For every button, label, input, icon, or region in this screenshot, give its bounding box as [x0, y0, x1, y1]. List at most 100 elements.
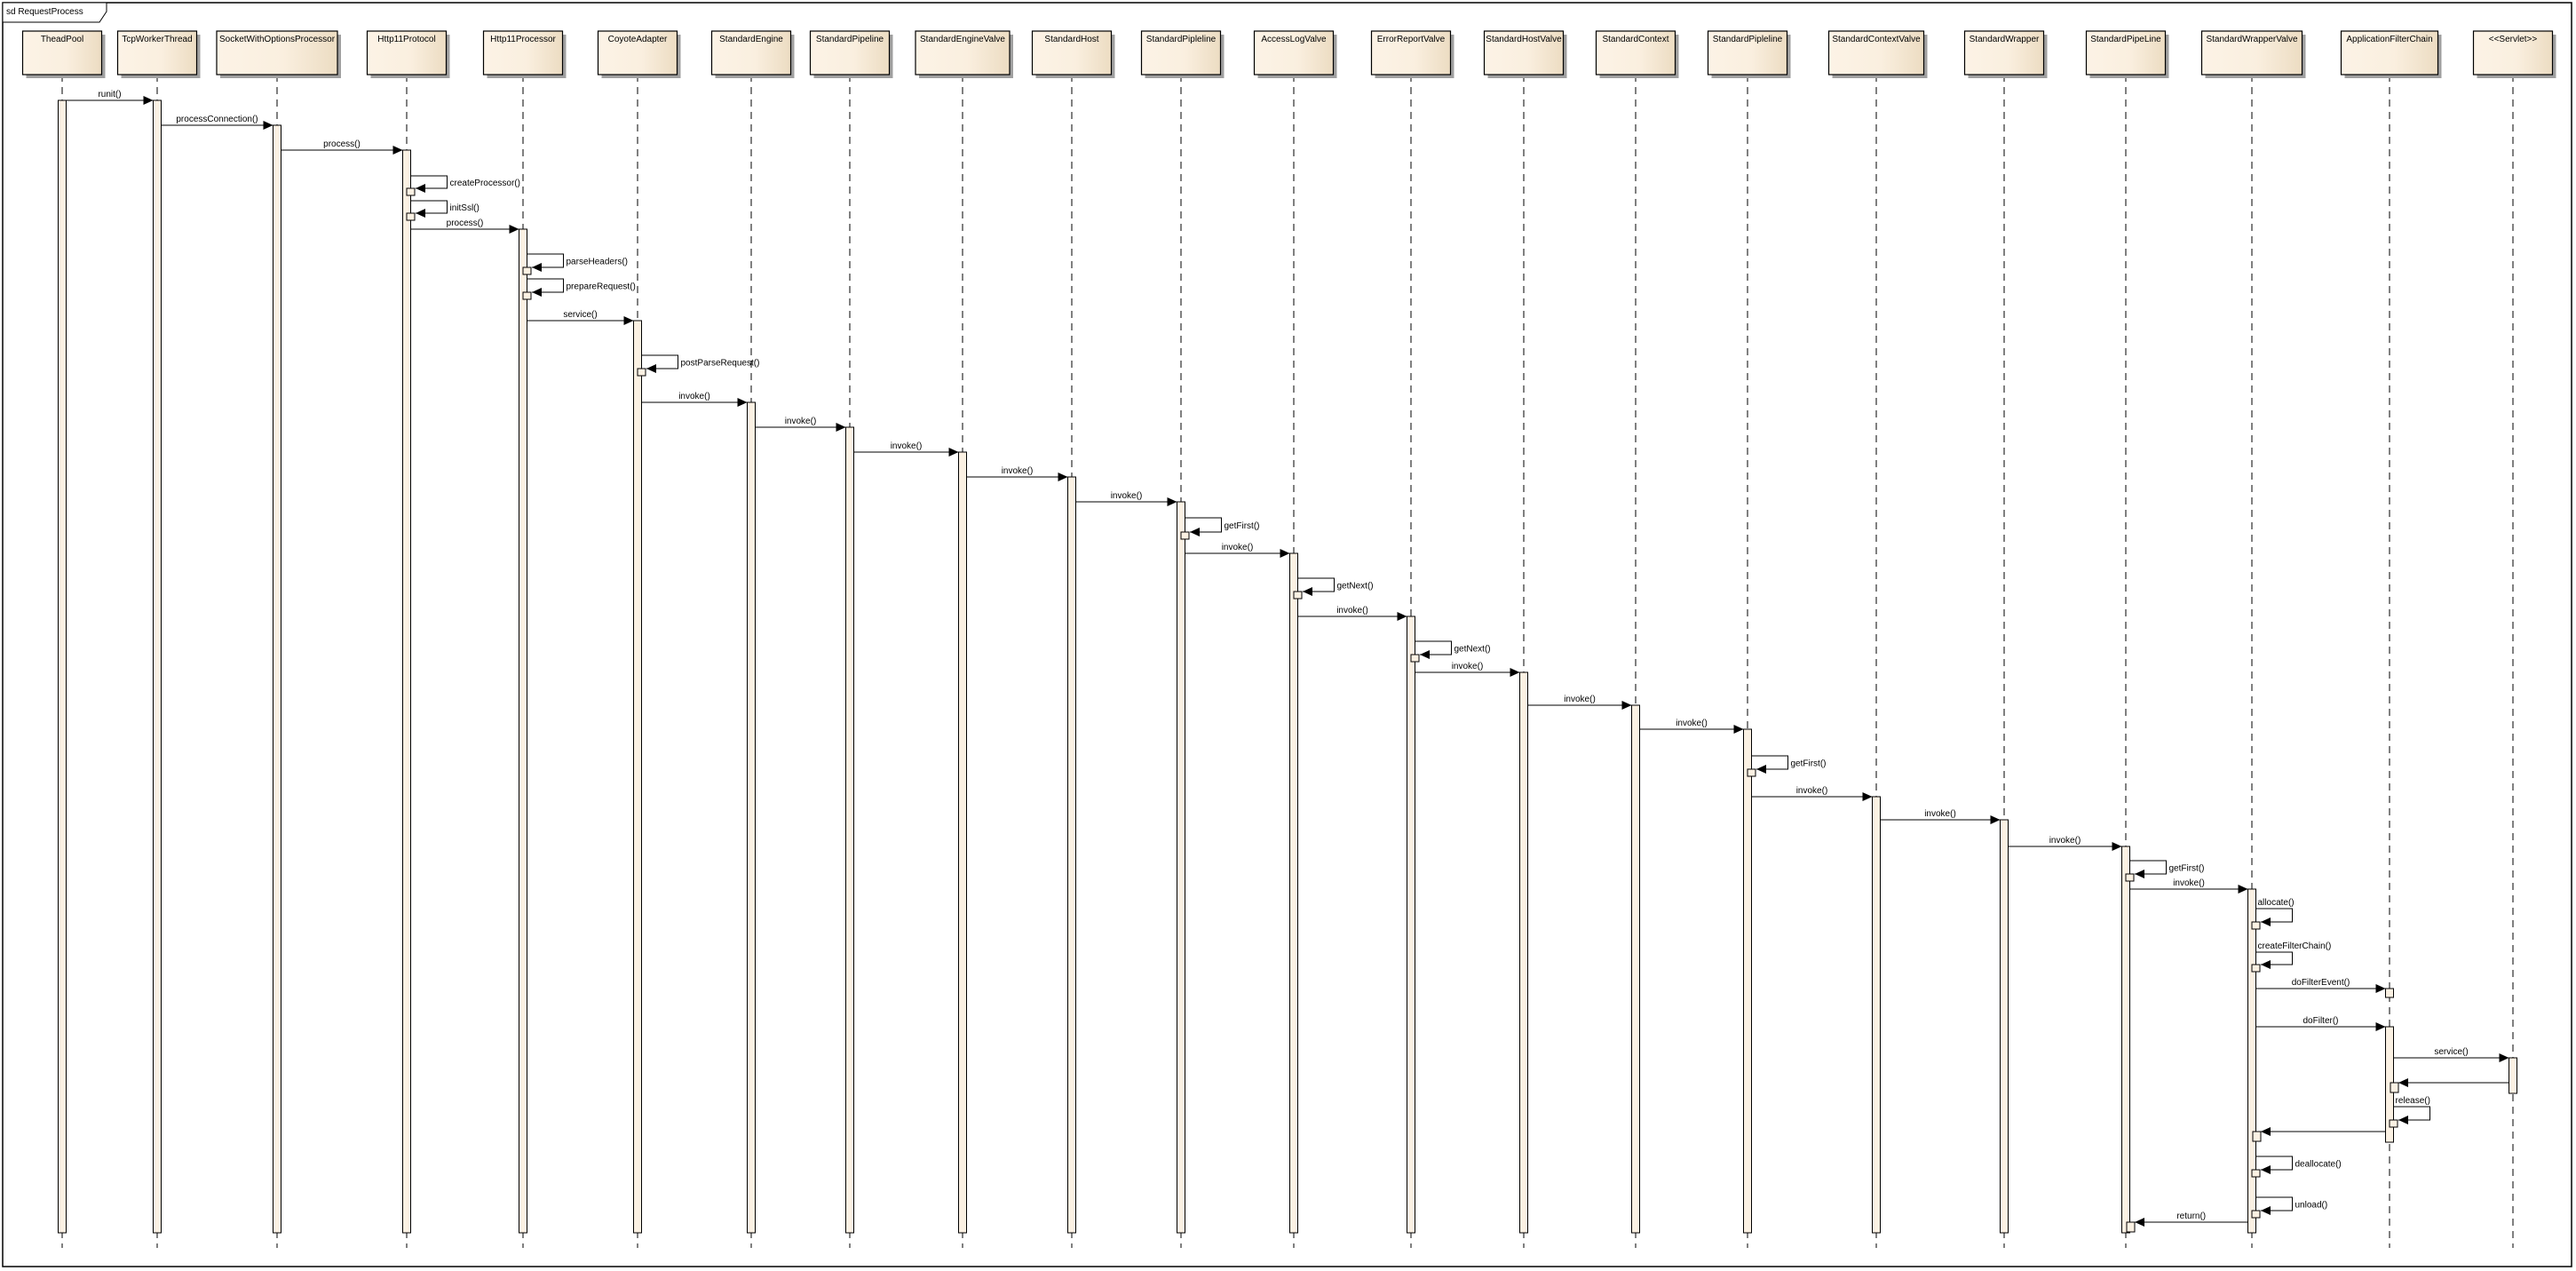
activation-bar: [1177, 501, 1185, 1234]
message-call: invoke(): [1639, 719, 1744, 734]
message-label: invoke(): [1002, 466, 1034, 476]
participant-name: <<Servlet>>: [2489, 35, 2538, 44]
self-call-line: [2255, 1156, 2293, 1171]
return-box: [2389, 1119, 2398, 1128]
participant-box: [1595, 30, 1676, 75]
message-label: getNext(): [1454, 645, 1491, 655]
message-label: process(): [447, 218, 484, 228]
message-call: process(): [410, 218, 519, 234]
participant-box: [809, 30, 891, 75]
arrowhead-icon: [2261, 1206, 2271, 1215]
message-call: service(): [2393, 1047, 2509, 1062]
participant-name: StandardHost: [1044, 35, 1098, 44]
self-call-line: [641, 354, 678, 369]
arrowhead-icon: [392, 146, 403, 155]
message-label: service(): [2434, 1047, 2468, 1057]
return-box: [2251, 1210, 2261, 1219]
message-call: invoke(): [1880, 809, 2001, 824]
activation-bar: [273, 124, 281, 1234]
message-label: invoke(): [1336, 606, 1368, 616]
return-box: [637, 368, 646, 377]
message-label: createProcessor(): [450, 179, 520, 188]
participant-box: [915, 30, 1011, 75]
participant-9: StandardHost: [1031, 30, 1115, 78]
message-call: invoke(): [2129, 878, 2248, 894]
participant-box: [2340, 30, 2439, 75]
return-box: [1180, 531, 1190, 540]
participant-name: StandardWrapper: [1970, 35, 2040, 44]
arrowhead-icon: [948, 448, 959, 457]
participant-box: [1140, 30, 1222, 75]
participant-12: ErrorReportValve: [1370, 30, 1454, 78]
arrowhead-icon: [416, 184, 425, 193]
message-label: doFilter(): [2303, 1016, 2338, 1026]
message-label: release(): [2396, 1096, 2430, 1106]
participant-box: [1253, 30, 1335, 75]
activation-bar: [2121, 846, 2130, 1234]
arrowhead-icon: [1510, 668, 1520, 677]
message-label: initSsl(): [450, 203, 480, 213]
arrowhead-icon: [1862, 792, 1873, 801]
participant-name: Http11Protocol: [377, 35, 435, 44]
arrowhead-icon: [2261, 1165, 2271, 1174]
activation-bar: [1743, 728, 1752, 1234]
message-label: allocate(): [2258, 898, 2295, 908]
message-call: invoke(): [966, 466, 1068, 481]
message-self: deallocate(): [2251, 1156, 2342, 1178]
return-box: [1747, 768, 1756, 777]
message-self: allocate(): [2251, 898, 2295, 930]
message-label: prepareRequest(): [567, 282, 636, 292]
arrowhead-icon: [532, 263, 542, 272]
participant-box: [2200, 30, 2303, 75]
activation-bar: [1872, 796, 1881, 1234]
arrowhead-icon: [263, 121, 273, 130]
self-call-line: [1415, 640, 1452, 655]
arrowhead-icon: [143, 96, 154, 105]
return-box: [2251, 1169, 2261, 1178]
participant-box: [1827, 30, 1925, 75]
activation-bar: [1067, 476, 1076, 1234]
activation-bar: [2385, 988, 2394, 998]
participant-box: [1963, 30, 2045, 75]
message-label: parseHeaders(): [567, 258, 628, 267]
message-label: invoke(): [2173, 878, 2205, 888]
participant-name: ErrorReportValve: [1377, 35, 1446, 44]
participant-name: StandardPipleline: [1146, 35, 1217, 44]
arrowhead-icon: [1190, 528, 1200, 536]
arrowhead-icon: [2135, 870, 2144, 878]
activation-bar: [747, 401, 756, 1234]
activation-bar: [1407, 616, 1415, 1234]
participant-name: StandardPipleline: [1713, 35, 1783, 44]
participant-1: TcpWorkerThread: [116, 30, 201, 78]
message-self: parseHeaders(): [522, 253, 628, 275]
participant-name: TheadPool: [41, 35, 83, 44]
message-self: getFirst(): [1180, 517, 1260, 540]
message-self: getNext(): [1293, 577, 1374, 600]
participant-4: Http11Processor: [482, 30, 567, 78]
participant-3: Http11Protocol: [366, 30, 450, 78]
message-call: invoke(): [755, 417, 846, 432]
self-call-line: [527, 253, 564, 268]
arrowhead-icon: [2261, 918, 2271, 926]
participant-19: StandardWrapperValve: [2200, 30, 2306, 78]
return-box: [2390, 1082, 2399, 1093]
participant-name: StandardContextValve: [1832, 35, 1921, 44]
activation-bar: [633, 320, 642, 1234]
frame-title-tab: [2, 2, 107, 23]
arrowhead-icon: [2398, 1116, 2408, 1124]
message-label: invoke(): [2049, 836, 2081, 846]
arrowhead-icon: [509, 225, 519, 234]
activation-bar: [58, 99, 67, 1234]
arrowhead-icon: [836, 423, 846, 432]
participant-box: [2085, 30, 2167, 75]
activation-bar: [1631, 704, 1640, 1234]
participant-box: [2472, 30, 2554, 75]
message-label: return(): [2176, 1211, 2206, 1221]
arrowhead-icon: [1058, 473, 1068, 481]
return-box: [2251, 964, 2261, 973]
arrowhead-icon: [2238, 885, 2248, 894]
return-box: [522, 291, 532, 300]
participant-17: StandardWrapper: [1963, 30, 2048, 78]
participant-box: [116, 30, 198, 75]
message-call: process(): [281, 139, 403, 155]
